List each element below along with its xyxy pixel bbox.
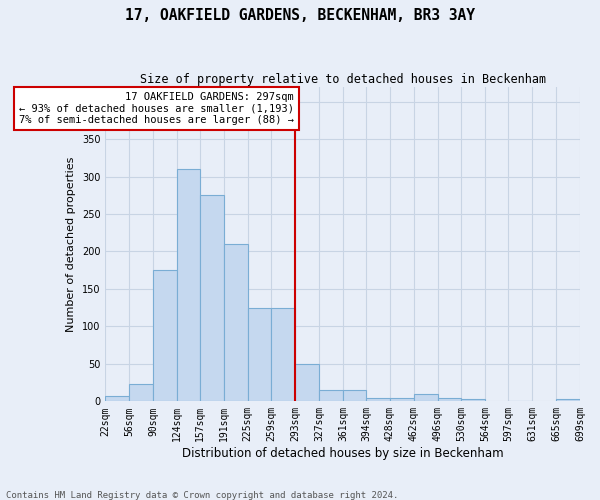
Y-axis label: Number of detached properties: Number of detached properties xyxy=(66,156,76,332)
Bar xyxy=(366,398,390,402)
Bar xyxy=(556,399,580,402)
Bar xyxy=(437,398,461,402)
Bar xyxy=(508,400,532,402)
Bar xyxy=(414,394,437,402)
Title: Size of property relative to detached houses in Beckenham: Size of property relative to detached ho… xyxy=(140,72,545,86)
Text: 17 OAKFIELD GARDENS: 297sqm
← 93% of detached houses are smaller (1,193)
7% of s: 17 OAKFIELD GARDENS: 297sqm ← 93% of det… xyxy=(19,92,294,125)
Text: 17, OAKFIELD GARDENS, BECKENHAM, BR3 3AY: 17, OAKFIELD GARDENS, BECKENHAM, BR3 3AY xyxy=(125,8,475,22)
Bar xyxy=(248,308,271,402)
Bar xyxy=(105,396,129,402)
Bar xyxy=(295,364,319,402)
Bar xyxy=(129,384,153,402)
Bar xyxy=(224,244,248,402)
Bar xyxy=(200,196,224,402)
X-axis label: Distribution of detached houses by size in Beckenham: Distribution of detached houses by size … xyxy=(182,447,503,460)
Bar xyxy=(271,308,295,402)
Bar xyxy=(177,169,200,402)
Text: Contains HM Land Registry data © Crown copyright and database right 2024.: Contains HM Land Registry data © Crown c… xyxy=(6,490,398,500)
Bar xyxy=(461,399,485,402)
Bar xyxy=(390,398,414,402)
Bar xyxy=(153,270,177,402)
Bar xyxy=(319,390,343,402)
Bar xyxy=(343,390,366,402)
